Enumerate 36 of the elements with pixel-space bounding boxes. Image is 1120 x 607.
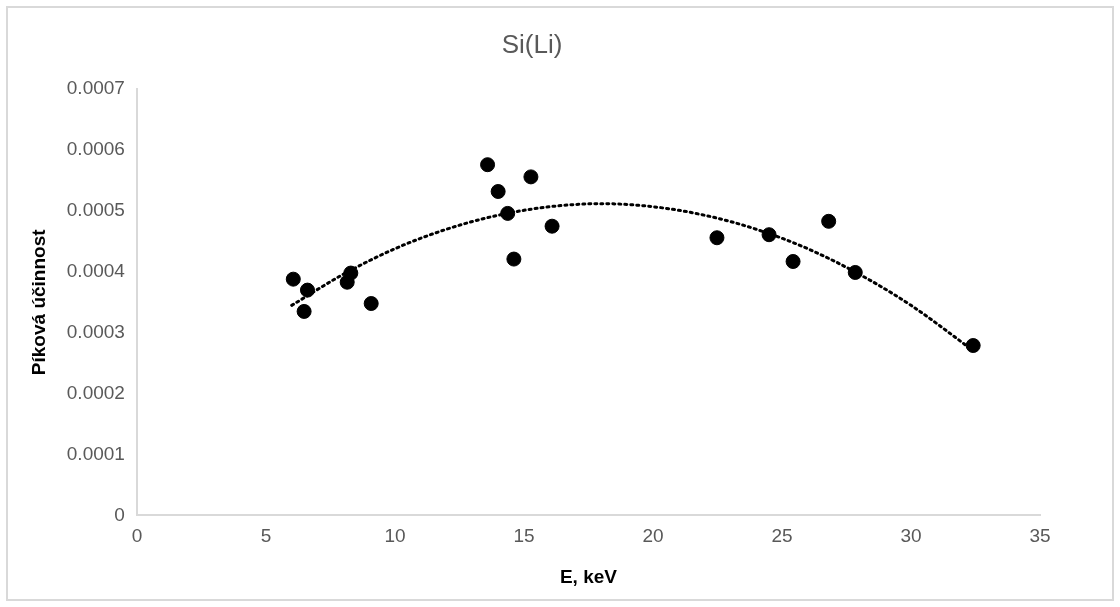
x-tick-label: 20 bbox=[642, 525, 664, 547]
point bbox=[544, 218, 560, 234]
y-tick-label: 0.0006 bbox=[66, 138, 125, 160]
point bbox=[296, 303, 312, 319]
y-tick-label: 0 bbox=[114, 503, 125, 525]
point bbox=[785, 254, 801, 270]
point bbox=[299, 282, 315, 298]
x-tick-label: 30 bbox=[900, 525, 922, 547]
y-tick-label: 0.0003 bbox=[66, 320, 125, 342]
y-axis-title: Píková účinnost bbox=[27, 228, 49, 376]
x-tick-label: 10 bbox=[384, 525, 406, 547]
point bbox=[285, 271, 301, 287]
point bbox=[847, 264, 863, 280]
point bbox=[523, 169, 539, 185]
y-tick-label: 0.0007 bbox=[66, 77, 125, 99]
y-tick-label: 0.0005 bbox=[66, 199, 125, 221]
point bbox=[480, 157, 496, 173]
x-tick-label: 5 bbox=[260, 525, 272, 547]
point bbox=[709, 230, 725, 246]
point bbox=[821, 213, 837, 229]
point bbox=[490, 183, 506, 199]
point bbox=[500, 205, 516, 221]
chart-title: Si(Li) bbox=[501, 28, 563, 59]
y-tick-label: 0.0001 bbox=[66, 442, 125, 464]
point bbox=[965, 338, 981, 354]
point bbox=[363, 296, 379, 312]
y-tick-label: 0.0002 bbox=[66, 381, 125, 403]
x-axis-title: E, keV bbox=[559, 565, 618, 587]
point bbox=[506, 251, 522, 267]
x-tick-label: 0 bbox=[131, 525, 143, 547]
point bbox=[339, 274, 355, 290]
x-tick-label: 15 bbox=[513, 525, 535, 547]
y-tick-label: 0.0004 bbox=[66, 260, 126, 282]
x-tick-label: 25 bbox=[771, 525, 793, 547]
x-tick-label: 35 bbox=[1029, 525, 1051, 547]
point bbox=[761, 227, 777, 243]
